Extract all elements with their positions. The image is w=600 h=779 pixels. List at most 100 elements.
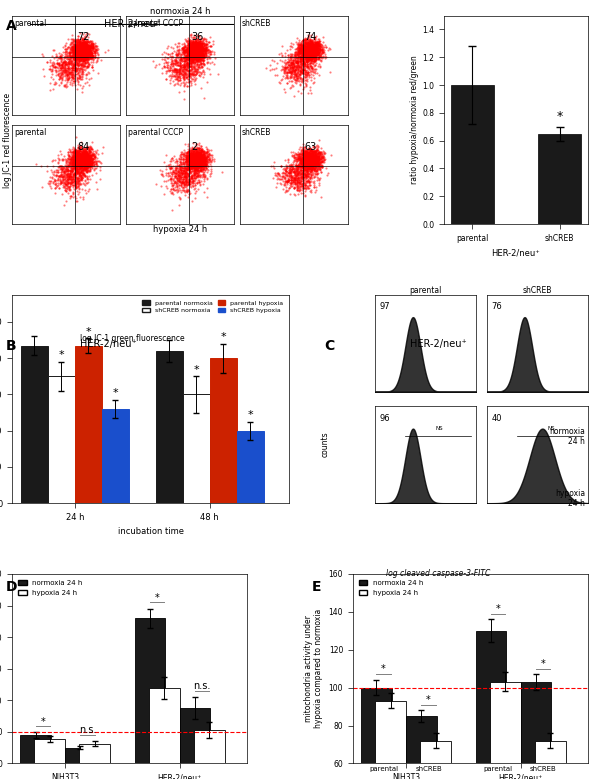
Point [199,158,208,171]
Point [62,157,72,170]
Point [75,55,85,67]
Point [304,154,314,167]
Point [311,145,320,157]
Point [267,62,277,75]
Point [188,159,197,171]
Point [61,178,71,190]
Point [83,44,92,57]
Point [311,163,320,175]
Point [302,42,312,55]
Point [309,152,319,164]
Point [306,153,316,166]
Point [188,152,197,164]
Point [308,169,318,182]
Point [53,157,63,169]
Point [81,69,91,81]
Point [305,160,314,173]
Point [190,163,200,175]
Point [185,47,194,59]
Point [295,44,305,56]
Point [286,58,295,71]
Point [191,143,200,156]
Point [314,157,324,169]
Point [314,43,323,55]
Point [309,43,319,55]
Point [179,59,188,72]
Point [183,49,193,62]
Point [302,56,312,69]
Point [187,148,197,160]
Point [301,45,310,58]
Point [195,151,205,164]
Point [59,167,69,179]
Point [200,152,209,164]
Point [307,164,316,176]
Point [295,159,304,171]
Point [50,174,60,187]
Point [69,58,79,70]
Point [54,70,64,83]
Point [200,47,209,59]
Point [189,152,199,164]
Point [161,175,170,188]
Point [87,157,97,169]
Point [73,33,83,45]
Point [186,171,196,183]
Point [193,37,202,49]
Point [74,48,84,61]
Point [306,55,316,67]
Point [85,155,95,167]
Point [185,46,195,58]
Point [78,47,88,59]
Point [193,47,202,59]
Point [313,48,322,61]
Point [68,171,78,184]
Point [307,146,317,158]
Point [71,171,80,183]
Point [81,39,91,51]
Point [187,46,197,58]
Point [307,49,316,62]
Point [305,43,314,55]
Point [282,185,292,197]
Point [80,45,89,58]
Point [73,51,83,63]
Point [277,50,287,62]
Point [307,163,316,175]
Point [174,65,184,78]
Point [80,153,90,166]
Point [75,70,85,83]
Point [297,62,307,75]
Point [85,147,95,160]
Point [188,38,198,51]
Point [306,51,316,63]
Point [304,43,314,55]
Point [311,41,320,53]
Point [80,39,89,51]
Point [72,157,82,169]
Point [179,48,188,61]
Point [194,152,204,164]
Point [190,69,200,82]
Point [74,153,83,166]
Point [304,44,313,56]
Point [74,55,84,68]
Point [305,172,314,185]
Point [82,146,92,159]
Point [200,153,210,165]
Point [190,157,200,170]
Point [306,51,316,63]
Point [192,164,202,176]
Point [58,169,68,182]
Point [304,53,314,65]
Point [55,162,65,174]
Point [277,171,286,183]
Point [52,180,62,192]
Point [56,168,65,181]
Point [190,154,200,167]
Point [296,44,306,56]
Point [190,37,199,49]
Point [197,157,207,170]
Point [304,155,313,167]
Point [293,53,302,65]
